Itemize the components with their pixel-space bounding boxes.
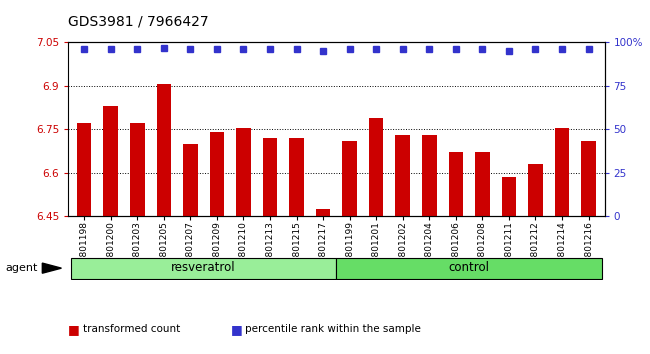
Bar: [236, 128, 251, 216]
Polygon shape: [42, 263, 61, 273]
Bar: [581, 141, 596, 216]
Bar: [343, 141, 357, 216]
Bar: [475, 152, 489, 216]
Text: ■: ■: [68, 323, 80, 336]
Bar: [263, 138, 278, 216]
Bar: [369, 118, 384, 216]
Bar: [103, 106, 118, 216]
Bar: [528, 164, 543, 216]
Bar: [209, 132, 224, 216]
Text: control: control: [448, 261, 489, 274]
Bar: [68, 42, 604, 216]
FancyBboxPatch shape: [71, 258, 337, 279]
Bar: [316, 209, 330, 216]
Bar: [554, 128, 569, 216]
Text: transformed count: transformed count: [83, 324, 180, 334]
Bar: [77, 124, 92, 216]
Bar: [422, 135, 437, 216]
Bar: [448, 152, 463, 216]
Bar: [157, 84, 171, 216]
Bar: [289, 138, 304, 216]
FancyBboxPatch shape: [337, 258, 602, 279]
Text: percentile rank within the sample: percentile rank within the sample: [245, 324, 421, 334]
Text: resveratrol: resveratrol: [172, 261, 236, 274]
Text: GDS3981 / 7966427: GDS3981 / 7966427: [68, 14, 209, 28]
Text: agent: agent: [5, 263, 38, 273]
Bar: [183, 144, 198, 216]
Bar: [395, 135, 410, 216]
Bar: [502, 177, 516, 216]
Text: ■: ■: [231, 323, 242, 336]
Bar: [130, 124, 144, 216]
